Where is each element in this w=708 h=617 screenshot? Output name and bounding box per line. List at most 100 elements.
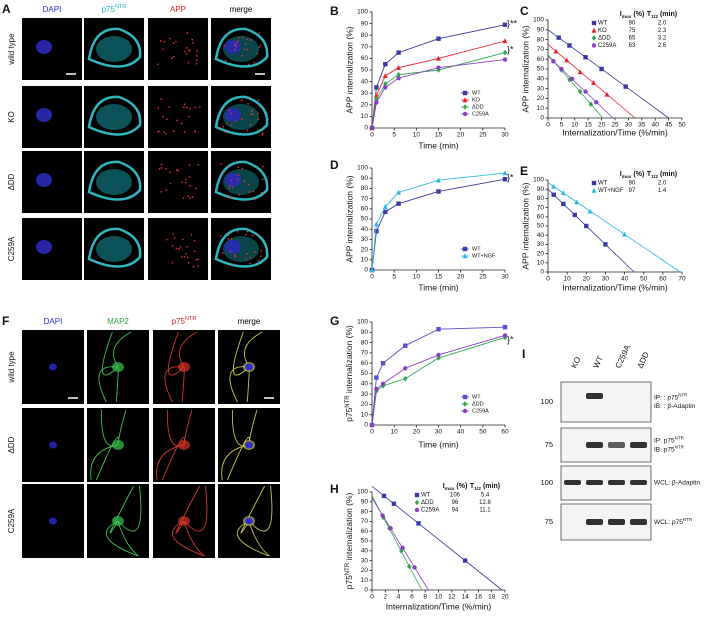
legend-marker — [462, 104, 468, 110]
table-marker — [591, 187, 597, 193]
puncta — [251, 234, 254, 237]
puncta — [248, 63, 250, 66]
x-tick-label: 40 — [652, 122, 660, 129]
puncta — [193, 239, 196, 242]
legend-label: WT — [472, 246, 481, 252]
annotation: }* — [507, 334, 514, 344]
neurite — [105, 520, 139, 557]
marker — [374, 229, 379, 234]
text-segment: NTR — [345, 395, 351, 408]
marker — [567, 43, 572, 48]
puncta — [183, 255, 186, 258]
nucleus — [225, 40, 241, 54]
marker — [551, 183, 557, 189]
table-row-name: KO — [598, 28, 607, 34]
puncta — [175, 169, 178, 171]
x-axis-label: Time (min) — [418, 140, 458, 150]
text-segment: (%) — [454, 483, 467, 490]
fit-line — [547, 188, 635, 273]
puncta — [183, 131, 186, 133]
marker — [577, 88, 583, 95]
table-marker — [414, 507, 420, 513]
nucleus — [36, 240, 52, 254]
text-segment: (%) — [631, 11, 644, 18]
marker — [436, 352, 441, 358]
marker — [560, 190, 566, 196]
y-tick-label: 90 — [361, 499, 369, 506]
puncta — [230, 196, 232, 199]
marker — [502, 333, 508, 338]
molecular-weight: 100 — [540, 478, 553, 487]
puncta — [224, 59, 227, 62]
y-tick-label: 70 — [537, 204, 545, 211]
puncta — [197, 258, 199, 261]
puncta — [193, 250, 196, 253]
y-tick-label: 50 — [361, 216, 369, 223]
micrograph-content — [49, 363, 78, 399]
y-tick-label: 80 — [537, 195, 545, 202]
puncta — [171, 244, 174, 247]
column-header: p75NTR — [172, 316, 197, 326]
table-marker — [591, 43, 597, 48]
y-tick-label: 20 — [361, 246, 369, 253]
puncta — [180, 122, 183, 125]
molecular-weight: 100 — [540, 397, 553, 406]
puncta — [254, 198, 256, 200]
puncta — [194, 106, 196, 109]
y-tick-label: 0 — [364, 125, 368, 132]
puncta — [227, 166, 229, 168]
puncta — [185, 47, 188, 49]
puncta — [257, 118, 260, 120]
marker — [591, 80, 597, 85]
table-cell: 11.1 — [479, 508, 491, 514]
text-segment: NTR — [345, 562, 351, 575]
marker — [436, 55, 441, 61]
puncta — [162, 48, 164, 51]
table-header: Imax (%) — [443, 483, 468, 492]
nucleus — [225, 173, 241, 187]
y-tick-label: 70 — [537, 46, 545, 53]
neurite — [117, 485, 142, 532]
x-tick-label: 25 — [479, 274, 487, 281]
puncta — [229, 251, 232, 253]
puncta — [184, 50, 186, 53]
y-tick-label: 0 — [540, 269, 544, 276]
micrograph — [148, 18, 208, 80]
cell-body — [87, 227, 142, 268]
legend-marker — [462, 97, 468, 103]
table-row-name: WT+NGF — [598, 188, 624, 194]
table-cell: 96 — [452, 500, 459, 506]
marker — [587, 208, 593, 214]
micrograph — [22, 18, 82, 80]
legend-marker — [462, 401, 468, 407]
puncta — [179, 246, 182, 248]
x-tick-label: 6 — [410, 594, 414, 601]
y-tick-label: 40 — [361, 548, 369, 555]
puncta — [227, 234, 230, 237]
micrograph-content — [164, 331, 198, 403]
marker — [502, 49, 508, 56]
cell-body — [87, 160, 142, 201]
marker — [383, 85, 388, 90]
row-label: wild type — [7, 351, 16, 384]
puncta — [171, 57, 173, 59]
cell-body — [214, 27, 269, 68]
x-tick-label: 30 — [625, 122, 633, 129]
y-tick-label: 80 — [361, 339, 369, 346]
text-segment: NTR — [115, 4, 127, 10]
y-tick-label: 30 — [361, 557, 369, 564]
y-axis-label: APP internalization (%) — [344, 26, 354, 113]
marker — [381, 493, 387, 499]
blot-label: IB: p75NTR — [654, 444, 685, 453]
table-header: T1/2 (min) — [647, 171, 677, 180]
x-tick-label: 5 — [560, 122, 564, 129]
row-label: C259A — [7, 236, 16, 261]
text-segment: NTR — [675, 435, 685, 440]
marker — [502, 22, 508, 27]
text-segment: internalization (%) — [344, 492, 354, 563]
puncta — [253, 61, 256, 64]
marker — [383, 62, 388, 67]
cytoplasm — [96, 36, 132, 62]
text-segment: 1/2 — [474, 486, 481, 492]
x-tick-label: 0 — [370, 594, 374, 601]
